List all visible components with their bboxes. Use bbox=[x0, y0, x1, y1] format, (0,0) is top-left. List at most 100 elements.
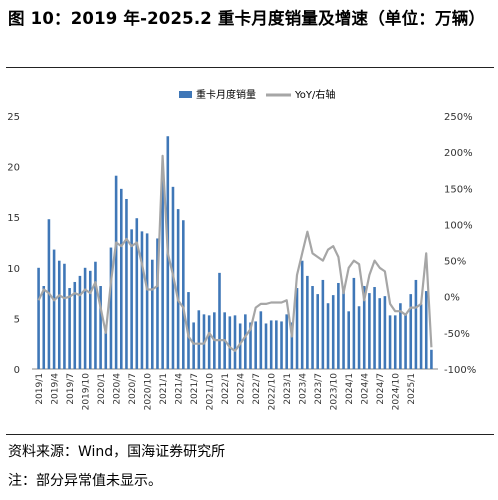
sales-bar bbox=[37, 267, 40, 369]
x-tick-label: 2020/4 bbox=[113, 373, 123, 405]
chart-legend: 重卡月度销量 YoY/右轴 bbox=[179, 88, 335, 101]
right-axis-tick-label: -100% bbox=[444, 365, 476, 376]
x-tick-label: 2022/10 bbox=[268, 373, 278, 411]
sales-bar bbox=[125, 198, 128, 369]
sales-bar bbox=[414, 279, 418, 369]
sales-bar bbox=[357, 306, 361, 369]
sales-bar bbox=[233, 315, 237, 369]
source-note: 资料来源：Wind，国海证券研究所 bbox=[8, 444, 226, 460]
bar-series bbox=[37, 136, 433, 369]
sales-bar bbox=[130, 229, 133, 369]
x-tick-label: 2020/7 bbox=[128, 373, 138, 405]
sales-bar bbox=[326, 303, 330, 369]
left-axis-tick-label: 0 bbox=[14, 365, 20, 376]
sales-bar bbox=[424, 291, 428, 369]
sales-bar bbox=[161, 177, 164, 369]
title-underline bbox=[6, 67, 494, 68]
right-axis-tick-label: 150% bbox=[444, 184, 473, 195]
x-tick-label: 2021/1 bbox=[159, 373, 169, 405]
x-tick-label: 2023/4 bbox=[299, 373, 309, 405]
x-tick-label: 2020/10 bbox=[144, 373, 154, 411]
x-tick-label: 2023/10 bbox=[330, 373, 340, 411]
sales-bar bbox=[300, 260, 304, 369]
sales-bar bbox=[290, 322, 294, 369]
sales-bar bbox=[331, 295, 335, 369]
sales-bar bbox=[269, 320, 273, 369]
sales-bar bbox=[321, 279, 325, 369]
x-tick-label: 2021/10 bbox=[206, 373, 216, 411]
yoy-line-series bbox=[37, 154, 433, 352]
yoy-line bbox=[37, 154, 433, 352]
sales-bar bbox=[145, 233, 149, 369]
x-tick-label: 2019/7 bbox=[66, 373, 76, 405]
sales-bar bbox=[264, 323, 268, 369]
sales-bar bbox=[275, 320, 278, 369]
x-tick-label: 2023/1 bbox=[283, 373, 293, 405]
sales-bar bbox=[337, 282, 340, 369]
x-tick-label: 2022/1 bbox=[221, 373, 231, 405]
sales-bar bbox=[88, 270, 92, 369]
sales-bar bbox=[42, 286, 46, 369]
sales-bar bbox=[94, 261, 97, 369]
sales-bar bbox=[238, 323, 242, 369]
sales-bar bbox=[342, 288, 345, 369]
sales-bar bbox=[151, 259, 154, 369]
sales-bar bbox=[254, 321, 257, 369]
sales-bar bbox=[352, 277, 356, 369]
sales-bar bbox=[135, 218, 139, 369]
right-axis-tick-label: 50% bbox=[444, 257, 466, 268]
sales-bar bbox=[228, 316, 232, 369]
left-axis-tick-label: 25 bbox=[7, 112, 20, 123]
sales-bar bbox=[192, 322, 195, 369]
right-axis-tick-label: -50% bbox=[444, 329, 470, 340]
sales-bar bbox=[430, 349, 433, 369]
sales-bar bbox=[409, 294, 413, 369]
sales-bar bbox=[244, 314, 247, 369]
figure-title: 图 10：2019 年-2025.2 重卡月度销量及增速（单位：万辆） bbox=[8, 9, 486, 28]
sales-bar bbox=[99, 286, 102, 369]
sales-bar bbox=[388, 315, 392, 369]
sales-bar bbox=[140, 231, 144, 369]
sales-bar bbox=[83, 267, 87, 369]
x-tick-label: 2024/1 bbox=[345, 373, 355, 405]
legend-line-label: YoY/右轴 bbox=[294, 88, 335, 101]
legend-bar-label: 重卡月度销量 bbox=[196, 88, 256, 101]
x-tick-label: 2024/4 bbox=[361, 373, 371, 405]
sales-bar bbox=[52, 249, 56, 369]
sales-bar bbox=[285, 314, 288, 369]
sales-bar bbox=[114, 175, 118, 369]
sales-bar bbox=[368, 293, 371, 369]
x-tick-label: 2019/4 bbox=[51, 373, 61, 405]
right-axis-tick-label: 100% bbox=[444, 220, 473, 231]
right-axis-tick-label: 250% bbox=[444, 112, 473, 123]
right-axis-tick-label: 200% bbox=[444, 148, 473, 159]
left-axis-tick-label: 20 bbox=[7, 163, 20, 174]
sales-bar bbox=[78, 275, 82, 369]
x-tick-label: 2023/7 bbox=[314, 373, 324, 405]
left-axis-tick-label: 10 bbox=[7, 264, 20, 275]
x-tick-label: 2020/1 bbox=[97, 373, 107, 405]
sales-bar bbox=[182, 220, 185, 369]
sales-bar bbox=[383, 296, 387, 369]
sales-bar bbox=[57, 260, 61, 369]
sales-bar bbox=[306, 275, 309, 369]
sales-bar bbox=[104, 327, 108, 369]
sales-bar bbox=[109, 247, 113, 369]
sales-bar bbox=[404, 313, 407, 369]
sales-bar bbox=[249, 322, 252, 369]
x-tick-label: 2024/7 bbox=[376, 373, 386, 405]
x-tick-label: 2019/10 bbox=[82, 373, 92, 411]
left-axis-tick-label: 5 bbox=[14, 314, 20, 325]
left-axis-labels: 0 5 10 15 20 25 bbox=[7, 112, 20, 376]
sales-bar bbox=[68, 288, 71, 369]
sales-bar bbox=[311, 286, 314, 369]
sales-bar bbox=[218, 272, 221, 369]
sales-bar bbox=[295, 288, 299, 369]
sales-bar bbox=[73, 281, 77, 369]
sales-bar bbox=[419, 304, 423, 369]
footnote: 注：部分异常值未显示。 bbox=[8, 473, 162, 489]
sales-bar bbox=[197, 310, 201, 369]
right-axis-tick-label: 0% bbox=[444, 293, 460, 304]
sales-bar bbox=[347, 311, 351, 369]
